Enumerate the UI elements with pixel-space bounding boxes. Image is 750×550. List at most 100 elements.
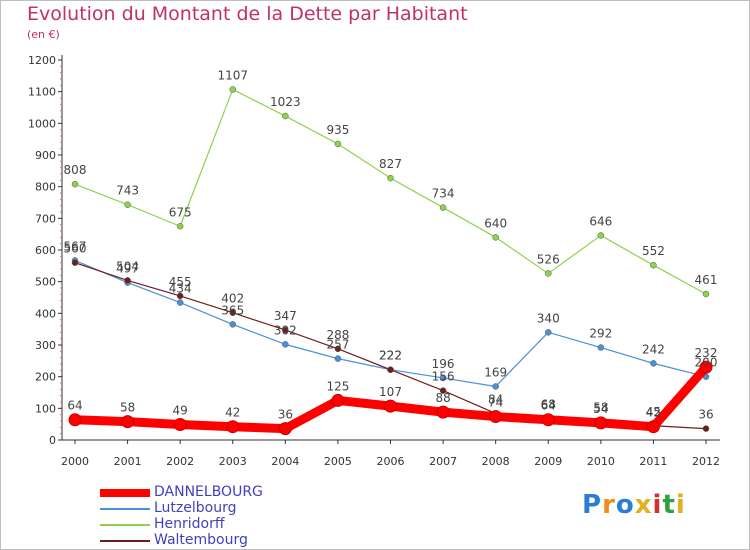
legend: DANNELBOURG Lutzelbourg Henridorff Walte… <box>100 484 360 549</box>
data-point <box>597 344 605 351</box>
data-label: 340 <box>537 311 560 325</box>
data-point <box>439 204 447 211</box>
y-tick-label: 300 <box>35 339 56 352</box>
data-label: 461 <box>695 273 718 287</box>
data-label: 42 <box>646 406 661 420</box>
x-tick-label: 2001 <box>114 455 142 468</box>
proxiti-logo: Proxiti <box>582 490 686 520</box>
data-point <box>334 140 342 148</box>
x-tick-label: 2008 <box>482 455 510 468</box>
legend-item: Henridorff <box>100 516 360 533</box>
data-label: 455 <box>169 275 192 289</box>
data-label: 125 <box>326 379 349 393</box>
data-label: 64 <box>541 399 556 413</box>
x-tick-label: 2009 <box>534 455 562 468</box>
x-tick-label: 2012 <box>692 455 720 468</box>
legend-swatch <box>100 540 150 542</box>
data-label: 42 <box>225 406 240 420</box>
data-point <box>702 425 710 432</box>
data-point <box>702 290 710 298</box>
data-label: 196 <box>432 357 455 371</box>
data-label: 54 <box>593 402 608 416</box>
data-point <box>334 355 342 362</box>
y-tick-label: 1000 <box>28 117 56 130</box>
chart-subtitle: (en €) <box>27 28 60 41</box>
data-label: 743 <box>116 184 139 198</box>
x-tick-label: 2003 <box>219 455 247 468</box>
data-label: 74 <box>488 396 503 410</box>
legend-label: Henridorff <box>154 516 225 532</box>
data-point <box>646 420 660 434</box>
data-label: 222 <box>379 349 402 363</box>
data-label: 497 <box>116 262 139 276</box>
x-tick-label: 2005 <box>324 455 352 468</box>
data-label: 560 <box>64 242 87 256</box>
data-point <box>124 277 131 284</box>
x-tick-label: 2004 <box>271 455 299 468</box>
data-label: 200 <box>695 356 718 370</box>
y-tick-label: 800 <box>35 181 56 194</box>
data-label: 107 <box>379 385 402 399</box>
data-label: 156 <box>432 370 455 384</box>
data-label: 1107 <box>217 68 248 82</box>
data-point <box>226 420 240 434</box>
data-label: 734 <box>432 187 455 201</box>
data-point <box>176 299 184 306</box>
data-label: 68 <box>541 397 556 411</box>
data-label: 88 <box>435 391 450 405</box>
data-point <box>176 292 184 300</box>
data-point <box>650 261 657 269</box>
data-point <box>334 345 342 353</box>
data-label: 504 <box>116 259 139 273</box>
data-label: 675 <box>169 205 192 219</box>
data-label: 935 <box>326 123 349 137</box>
x-tick-label: 2006 <box>377 455 405 468</box>
data-label: 365 <box>221 303 244 317</box>
chart-title: Evolution du Montant de la Dette par Hab… <box>27 3 468 25</box>
data-label: 288 <box>326 328 349 342</box>
data-point <box>387 366 394 373</box>
legend-label: Waltembourg <box>154 532 248 548</box>
data-point <box>229 309 236 316</box>
legend-swatch <box>100 489 150 497</box>
data-point <box>384 399 397 413</box>
data-label: 58 <box>593 401 608 415</box>
data-point <box>229 86 236 93</box>
data-point <box>387 174 394 182</box>
data-point <box>597 232 605 239</box>
data-label: 36 <box>278 408 293 422</box>
data-label: 292 <box>589 327 612 341</box>
data-point <box>71 259 79 266</box>
data-point <box>124 201 131 208</box>
data-point <box>699 360 713 374</box>
data-point <box>229 321 236 328</box>
data-label: 169 <box>484 365 507 379</box>
data-point <box>121 415 135 429</box>
data-label: 36 <box>698 408 713 422</box>
y-tick-label: 500 <box>35 276 56 289</box>
legend-swatch <box>100 508 150 510</box>
data-label: 552 <box>642 244 665 258</box>
legend-label: Lutzelbourg <box>154 500 237 516</box>
data-label: 646 <box>589 214 612 228</box>
data-label: 347 <box>274 309 297 323</box>
y-tick-label: 1100 <box>28 86 56 99</box>
y-tick-label: 600 <box>35 244 56 257</box>
data-point <box>68 413 82 427</box>
x-tick-label: 2007 <box>429 455 457 468</box>
legend-item: Lutzelbourg <box>100 500 360 517</box>
y-tick-label: 1200 <box>28 54 56 67</box>
data-point <box>439 387 447 394</box>
data-point <box>173 417 187 431</box>
data-label: 526 <box>537 252 560 266</box>
y-tick-label: 400 <box>35 307 56 320</box>
data-label: 808 <box>64 163 87 177</box>
data-label: 58 <box>120 401 135 415</box>
data-point <box>492 383 499 390</box>
data-label: 45 <box>646 405 661 419</box>
data-label: 1023 <box>270 95 301 109</box>
data-point <box>594 416 608 430</box>
data-point <box>489 410 503 424</box>
data-label: 567 <box>64 239 87 253</box>
